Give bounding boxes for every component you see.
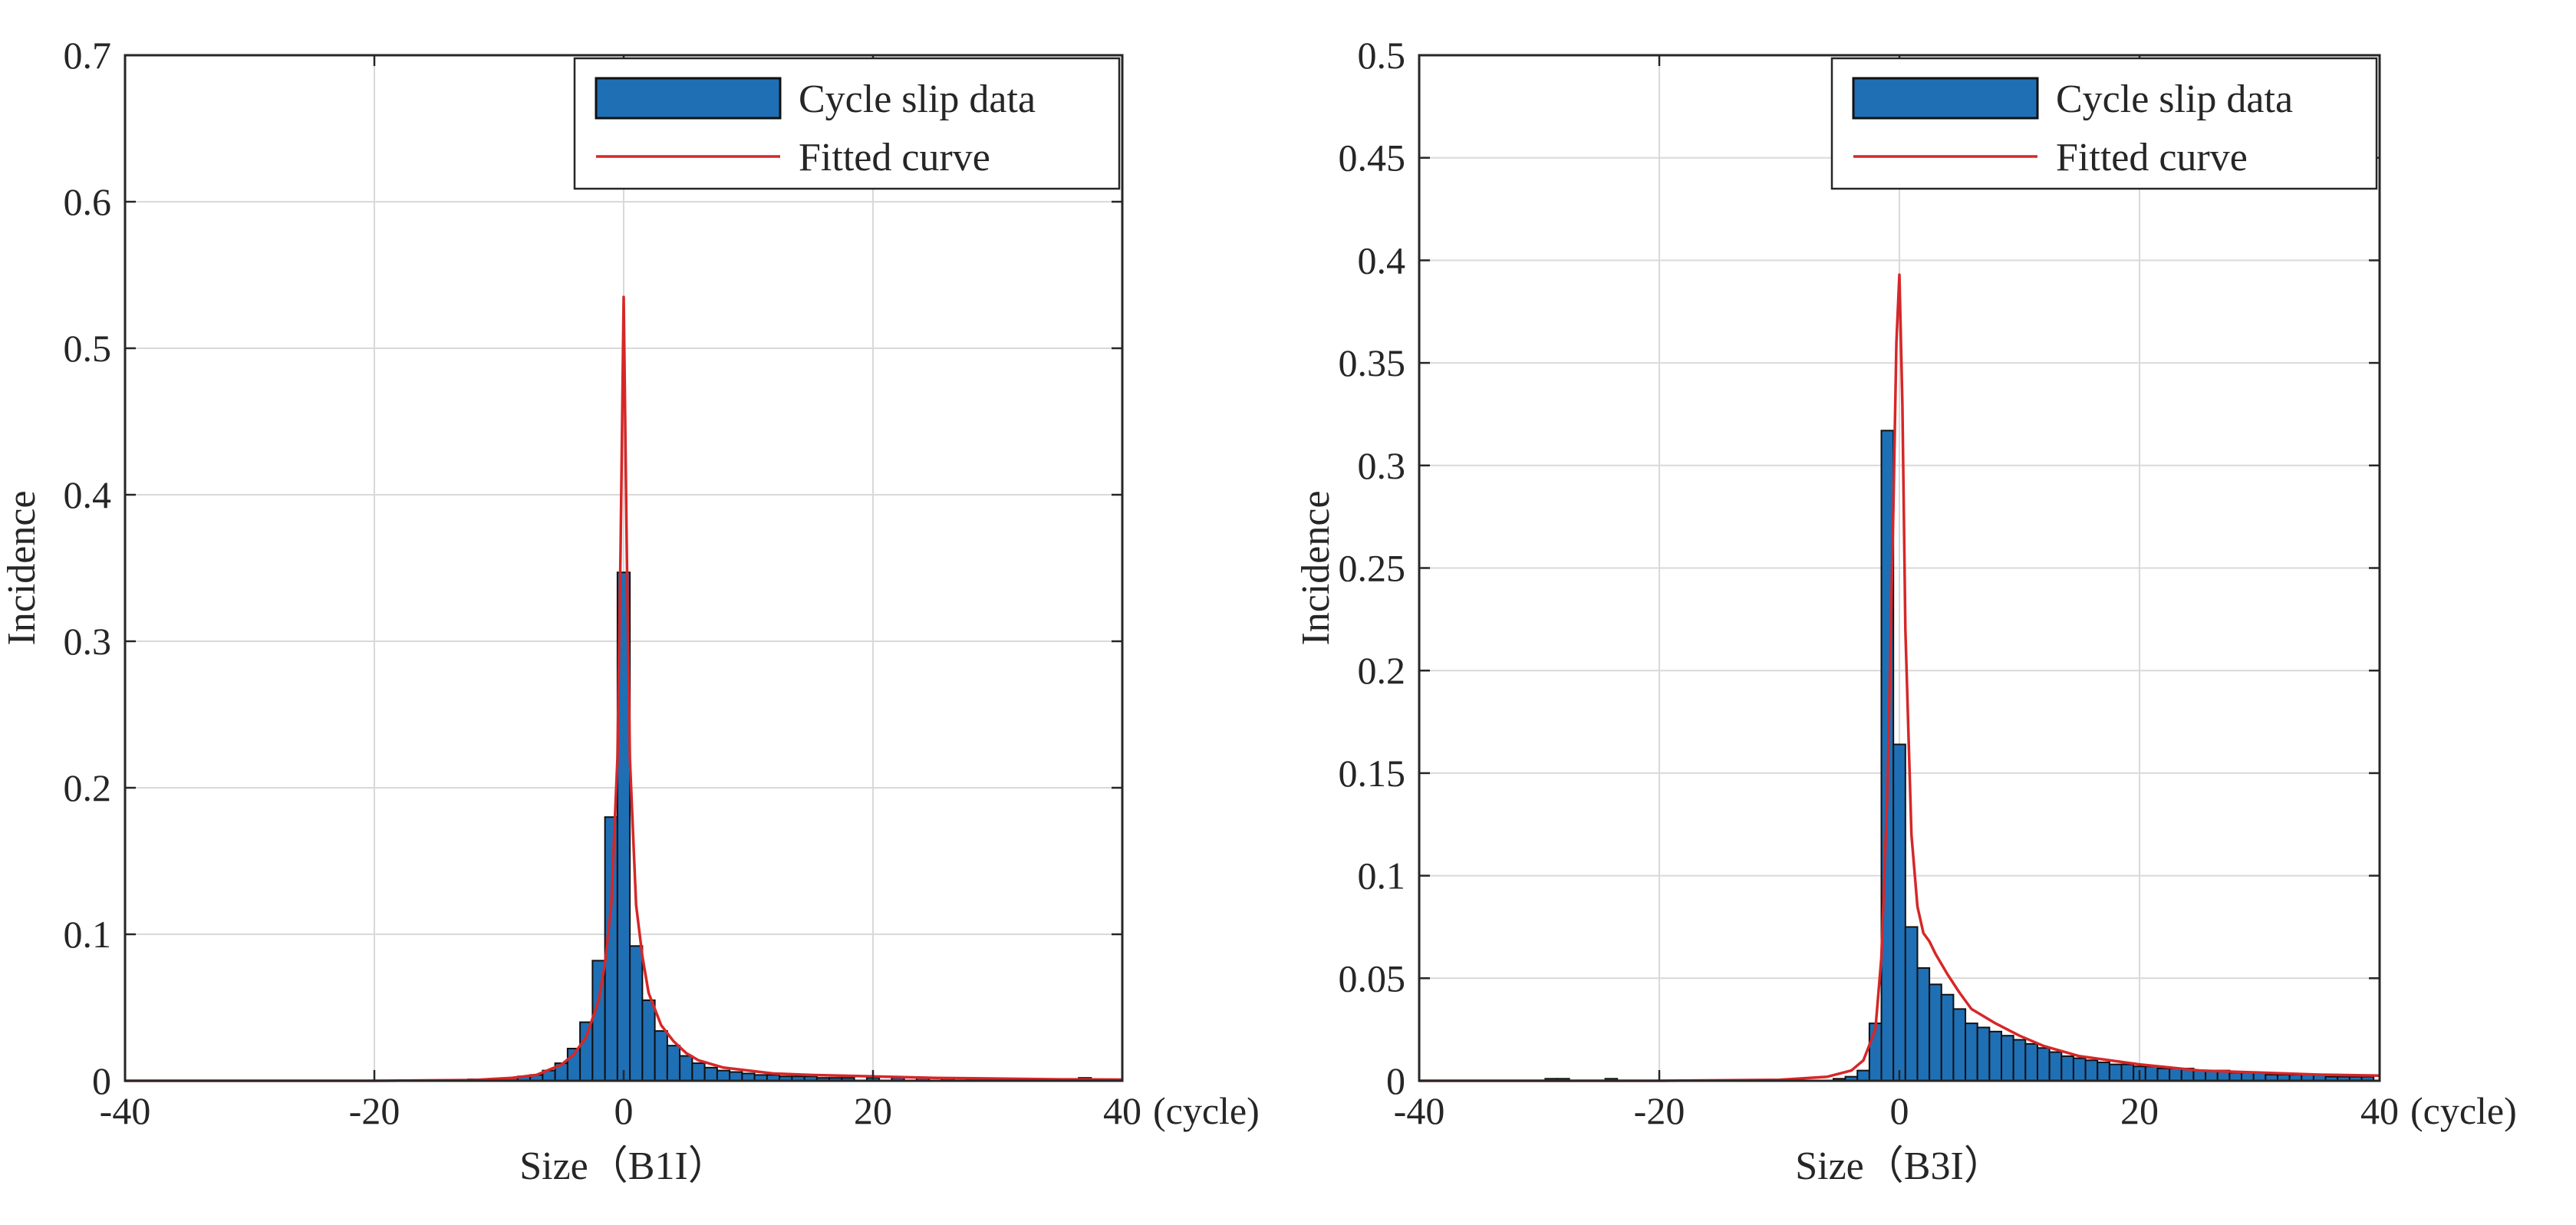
x-tick-label-0-b1i: -40: [100, 1089, 151, 1132]
histogram-bar-b3i-16: [1988, 1030, 2003, 1082]
x-tick-label-1-b1i: -20: [349, 1089, 400, 1132]
histogram-bar-b3i-11: [1929, 983, 1942, 1082]
x-axis-label-b3i: Size（B3I）: [1795, 1144, 2004, 1188]
y-tick-label-5-b1i: 0.5: [64, 327, 112, 370]
histogram-bar-b3i-36: [2228, 1072, 2243, 1082]
histogram-bar-b1i-15: [666, 1045, 681, 1082]
histogram-bar-b3i-25: [2097, 1061, 2110, 1082]
x-tick-label-3-b1i: 20: [854, 1089, 892, 1132]
y-tick-label-6-b1i: 0.6: [64, 180, 112, 223]
x-tick-label-2-b1i: 0: [614, 1089, 634, 1132]
legend-label-bars-b3i: Cycle slip data: [2056, 77, 2293, 121]
y-tick-label-1-b1i: 0.1: [64, 913, 112, 956]
legend-swatch-bars-b3i: [1852, 77, 2039, 120]
y-tick-label-4-b1i: 0.4: [64, 473, 112, 516]
histogram-bar-b1i-14: [654, 1030, 668, 1082]
histogram-bar-b1i-19: [716, 1069, 731, 1082]
y-tick-labels-b3i: 0 0.05 0.1 0.15 0.2 0.25 0.3 0.35 0.4 0.45 0.5: [1339, 34, 1406, 1102]
y-tick-label-0-b1i: 0: [92, 1059, 111, 1102]
histogram-bar-b3i-26: [2108, 1063, 2123, 1082]
y-tick-label-2-b3i: 0.1: [1358, 855, 1406, 897]
histogram-bar-b3i-15: [1976, 1026, 1991, 1082]
histogram-bar-b3i-8: [1892, 743, 1906, 1082]
y-tick-labels-b1i: 0 0.1 0.2 0.3 0.4 0.5 0.6 0.7: [64, 34, 112, 1102]
bars-b1i: [466, 571, 1092, 1082]
histogram-bar-b3i-12: [1940, 993, 1955, 1082]
histogram-bar-b3i-31: [2169, 1067, 2182, 1082]
fitted-curve-line-b1i: [125, 295, 1123, 1082]
legend-label-curve-b3i: Fitted curve: [2056, 136, 2248, 179]
histogram-bar-b3i-33: [2192, 1069, 2207, 1082]
histogram-bar-b3i-14: [1965, 1022, 1978, 1082]
histogram-bar-b3i-18: [2012, 1039, 2027, 1082]
histogram-bar-b1i-12: [629, 945, 644, 1082]
y-tick-label-7-b3i: 0.35: [1339, 341, 1406, 384]
x-tick-label-1-b3i: -20: [1634, 1089, 1685, 1132]
histogram-bar-b3i-27: [2120, 1063, 2135, 1082]
histogram-bar-b3i-30: [2156, 1067, 2171, 1082]
chart-b3i: -40 -20 0 20 40 0 0.05 0.1 0.15 0.2 0.25 0.3 0.35 0.…: [1294, 34, 2517, 1188]
chart-b1i: -40 -20 0 20 40 0 0.1 0.2 0.3 0.4 0.5 0.6 0.7 (cycl…: [0, 34, 1260, 1188]
x-axis-label-b1i: Size（B1I）: [519, 1144, 728, 1188]
histogram-bar-b3i-20: [2036, 1047, 2051, 1082]
histogram-bar-b1i-17: [691, 1062, 706, 1082]
y-tick-label-1-b3i: 0.05: [1339, 957, 1406, 999]
histogram-bar-b3i-13: [1952, 1008, 1967, 1082]
legend-label-bars-b1i: Cycle slip data: [799, 77, 1036, 121]
y-tick-label-2-b1i: 0.2: [64, 766, 112, 809]
y-tick-label-10-b3i: 0.5: [1358, 34, 1406, 77]
histogram-bar-b3i-9: [1904, 926, 1919, 1082]
histogram-bar-b3i-23: [2072, 1057, 2087, 1082]
bars-b3i: [1544, 430, 2375, 1082]
y-tick-label-3-b1i: 0.3: [64, 620, 112, 663]
legend-b3i: Cycle slip data Fitted curve: [1830, 57, 2378, 190]
histogram-bar-b1i-18: [703, 1066, 718, 1082]
histogram-bar-b3i-37: [2241, 1072, 2255, 1082]
histogram-bar-b1i-20: [729, 1071, 743, 1082]
histogram-bar-b3i-17: [2001, 1035, 2014, 1082]
histogram-bar-b3i-10: [1916, 966, 1931, 1082]
histogram-bar-b1i-13: [641, 999, 656, 1082]
x-tick-label-4-b3i: 40: [2360, 1089, 2399, 1132]
histogram-bar-b3i-24: [2084, 1059, 2099, 1082]
x-unit-label-b3i: (cycle): [2410, 1089, 2517, 1132]
x-tick-label-3-b3i: 20: [2120, 1089, 2159, 1132]
y-tick-label-0-b3i: 0: [1386, 1059, 1405, 1102]
y-tick-label-5-b3i: 0.25: [1339, 547, 1406, 590]
histogram-bar-b3i-5: [1856, 1069, 1870, 1082]
y-tick-label-9-b3i: 0.45: [1339, 137, 1406, 179]
histogram-bar-b3i-21: [2048, 1051, 2063, 1082]
x-tick-labels-b3i: -40 -20 0 20 40: [1394, 1089, 2399, 1132]
histogram-bar-b3i-22: [2060, 1055, 2074, 1082]
y-tick-label-4-b3i: 0.2: [1358, 649, 1406, 692]
x-tick-label-2-b3i: 0: [1890, 1089, 1909, 1132]
histogram-bar-b1i-16: [679, 1055, 693, 1082]
y-tick-label-7-b1i: 0.7: [64, 34, 112, 77]
x-unit-label-b1i: (cycle): [1153, 1089, 1260, 1132]
y-axis-label-b3i: Incidence: [1294, 490, 1338, 645]
x-tick-label-4-b1i: 40: [1103, 1089, 1141, 1132]
y-tick-label-3-b3i: 0.15: [1339, 752, 1406, 795]
y-tick-label-8-b3i: 0.4: [1358, 239, 1406, 282]
x-tick-label-0-b3i: -40: [1394, 1089, 1445, 1132]
fitted-curve-line-b3i: [1419, 273, 2380, 1082]
y-axis-label-b1i: Incidence: [0, 490, 44, 645]
histogram-bar-b3i-19: [2024, 1042, 2038, 1082]
x-tick-labels-b1i: -40 -20 0 20 40: [100, 1089, 1141, 1132]
legend-label-curve-b1i: Fitted curve: [799, 136, 990, 179]
histogram-bar-b1i-8: [579, 1021, 594, 1082]
y-tick-label-6-b3i: 0.3: [1358, 444, 1406, 487]
legend-b1i: Cycle slip data Fitted curve: [573, 57, 1121, 190]
histogram-bar-b3i-29: [2144, 1065, 2159, 1082]
legend-swatch-bars-b1i: [595, 77, 782, 120]
